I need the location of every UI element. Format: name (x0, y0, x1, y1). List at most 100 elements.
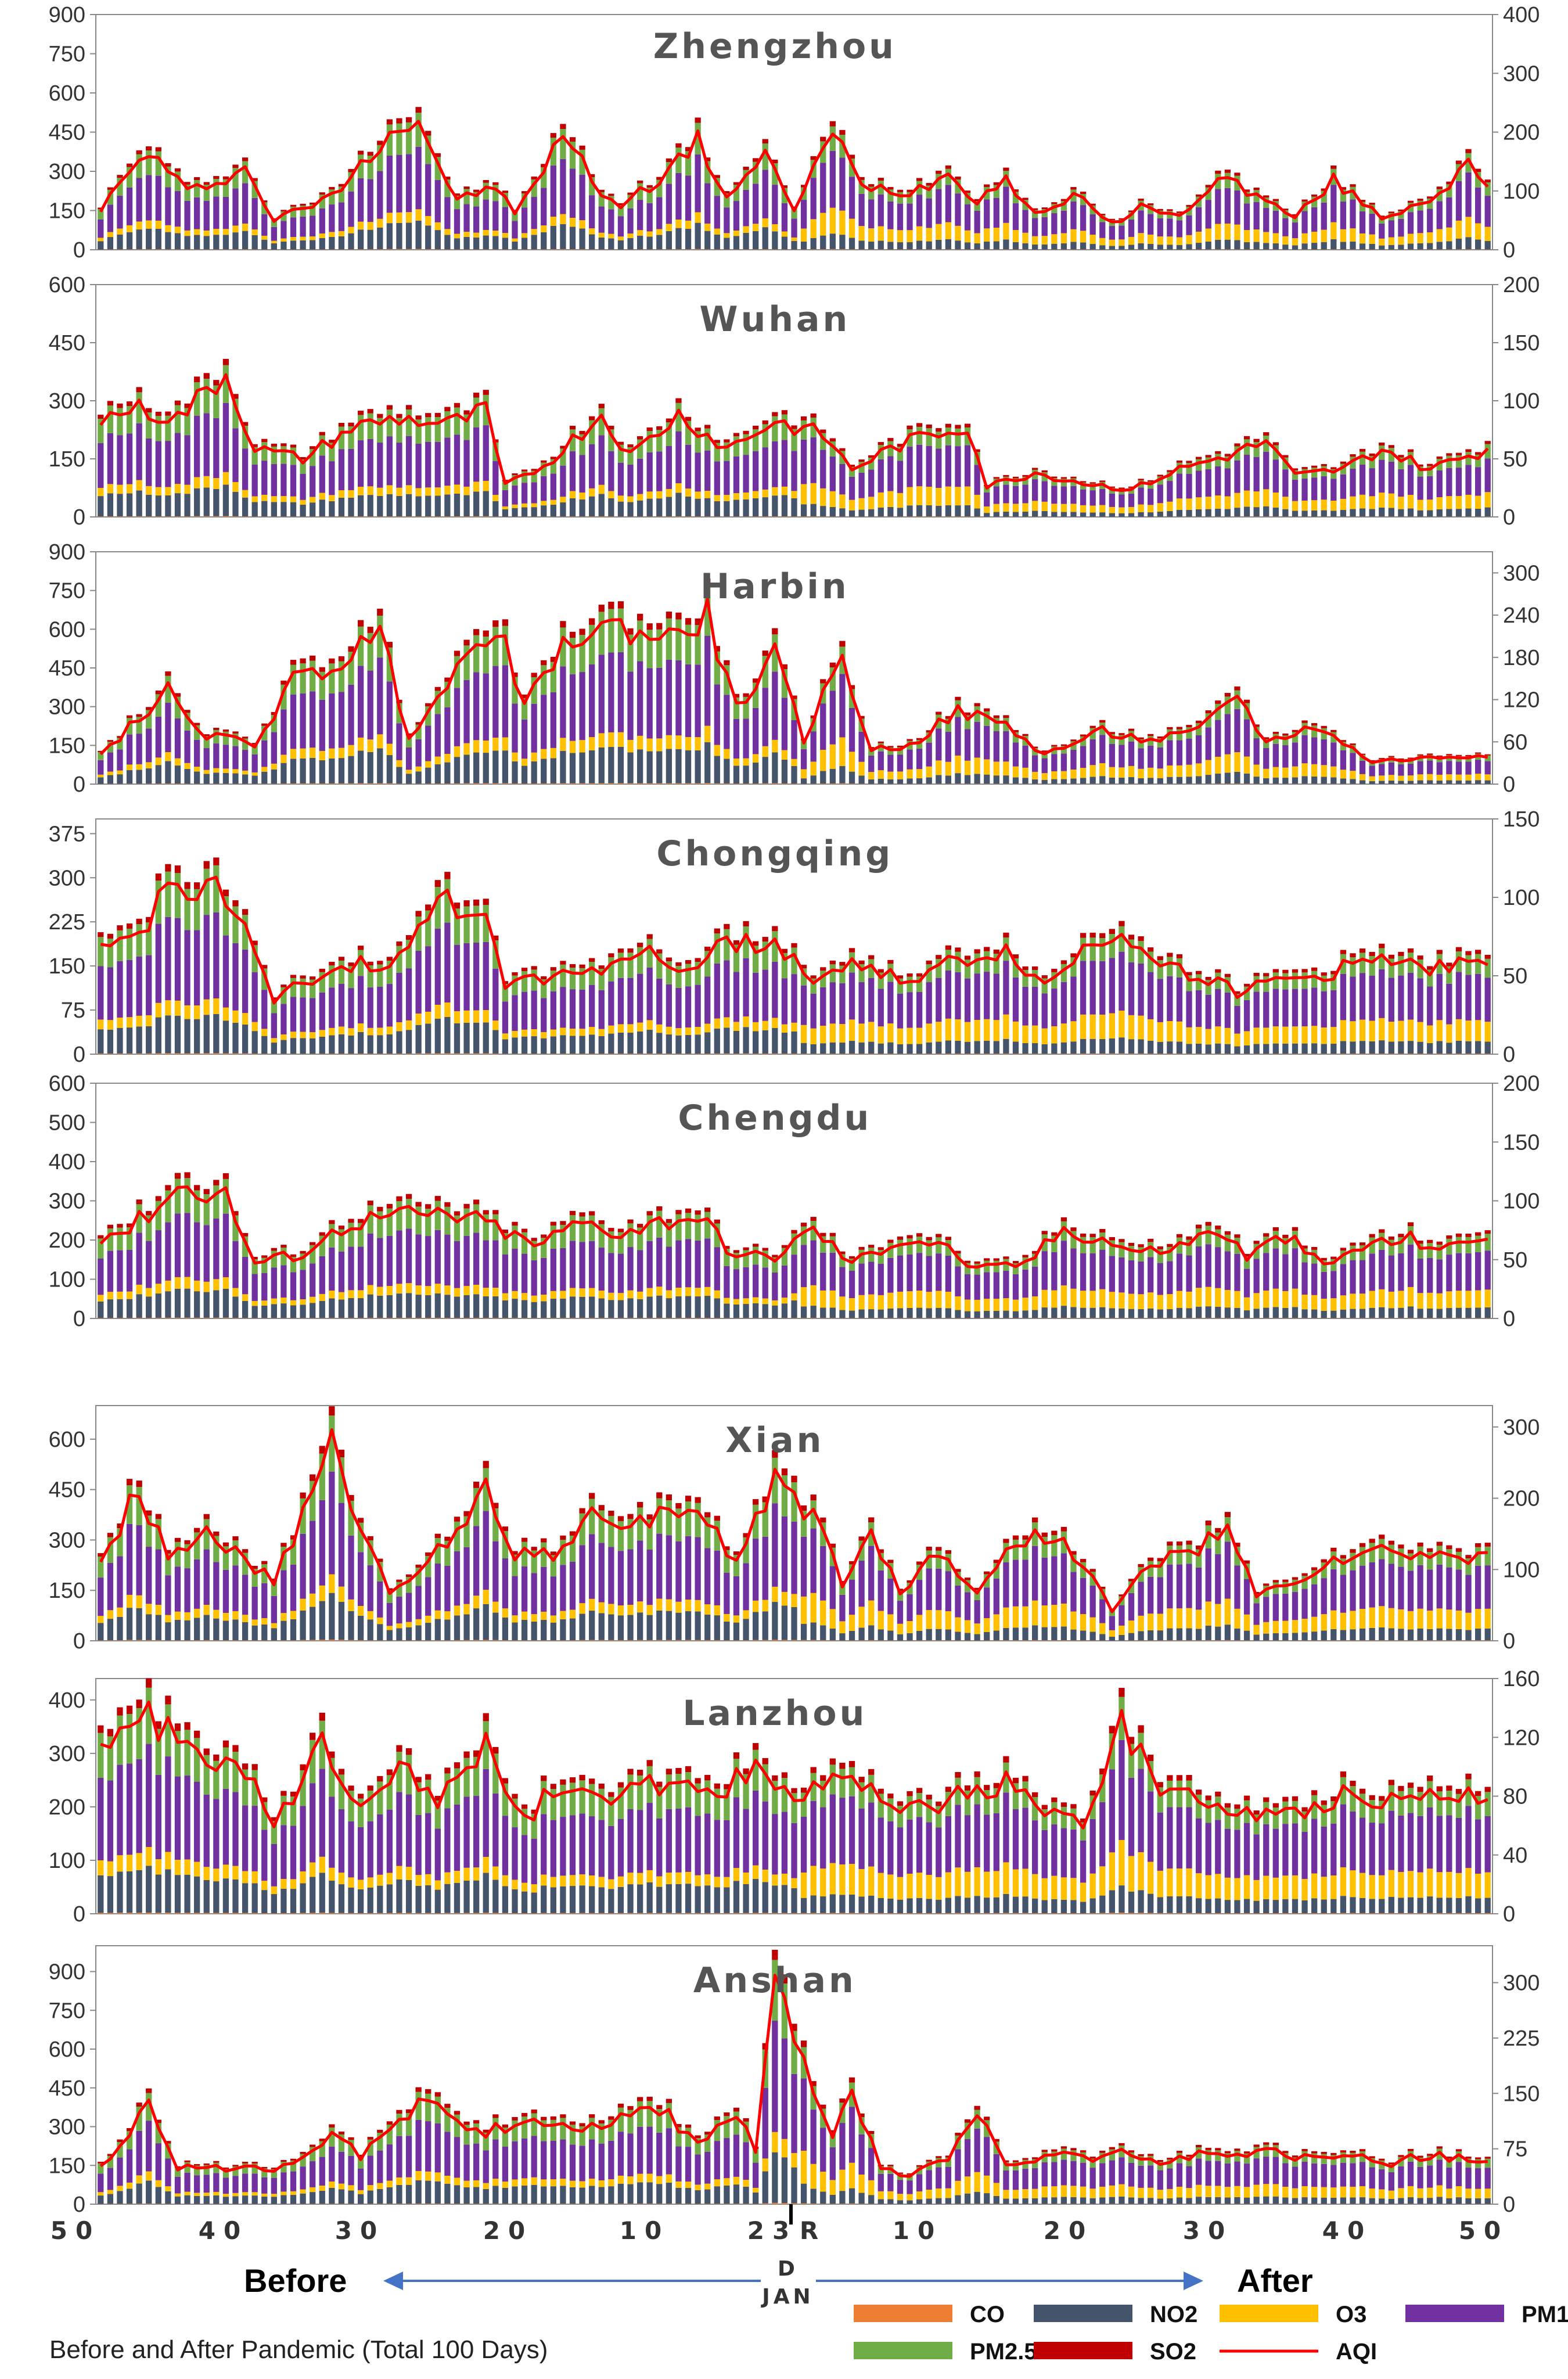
bar-segment-o3 (1186, 498, 1192, 510)
bar-segment-o3 (1263, 768, 1269, 778)
bar-segment-pm25 (357, 154, 364, 178)
bar-segment-no2 (1407, 1306, 1414, 1318)
bar-segment-so2 (184, 1172, 190, 1178)
bar-segment-o3 (772, 487, 778, 496)
bar-segment-no2 (146, 1026, 152, 1054)
bar-segment-o3 (242, 490, 249, 498)
bar-segment-o3 (598, 484, 605, 494)
bar-segment-o3 (714, 1290, 720, 1299)
bar-segment-no2 (695, 1296, 701, 1318)
bar-segment-pm10 (377, 657, 383, 735)
bar-segment-co (98, 516, 104, 517)
bar-segment-no2 (1148, 1308, 1154, 1318)
bar-segment-no2 (521, 1619, 528, 1641)
bar-segment-o3 (1484, 1022, 1491, 1042)
bar-segment-pm25 (858, 964, 865, 983)
bar-segment-so2 (1475, 752, 1481, 754)
bar-segment-so2 (877, 1549, 884, 1553)
bar-segment-pm25 (858, 1249, 865, 1264)
bar-segment-pm25 (434, 691, 441, 714)
bar-segment-pm25 (579, 635, 585, 673)
bar-segment-pm10 (1321, 202, 1327, 230)
bar-segment-co (810, 1640, 817, 1641)
bar-segment-pm10 (521, 1253, 528, 1293)
bar-segment-pm25 (184, 1178, 190, 1213)
bar-segment-co (222, 1640, 229, 1641)
bar-segment-pm25 (1167, 472, 1173, 481)
bar-segment-co (636, 516, 643, 517)
bar-segment-pm10 (1263, 208, 1269, 232)
bar-segment-pm25 (1475, 454, 1481, 468)
bar-segment-pm10 (521, 1566, 528, 1612)
bar-segment-no2 (936, 775, 942, 784)
bar-segment-no2 (877, 507, 884, 517)
bar-segment-pm10 (367, 987, 373, 1028)
bar-segment-no2 (117, 234, 123, 250)
bar-segment-no2 (820, 771, 826, 784)
bar-segment-so2 (261, 723, 268, 726)
bar-segment-pm25 (155, 881, 161, 924)
bar-segment-no2 (1176, 1041, 1183, 1054)
bar-segment-so2 (1215, 170, 1221, 174)
bar-segment-no2 (666, 1611, 672, 1640)
bar-segment-o3 (1484, 1289, 1491, 1307)
bar-segment-so2 (232, 1536, 239, 1541)
bar-segment-pm10 (772, 671, 778, 740)
bar-segment-pm10 (203, 200, 210, 231)
bar-segment-o3 (666, 488, 672, 497)
bar-segment-o3 (126, 225, 133, 232)
bar-segment-so2 (213, 176, 220, 179)
bar-segment-no2 (772, 1602, 778, 1640)
bar-segment-o3 (627, 496, 634, 502)
bar-segment-no2 (858, 1309, 865, 1318)
bar-segment-pm25 (964, 1263, 971, 1274)
bar-segment-no2 (1292, 1307, 1299, 1318)
bar-segment-o3 (502, 233, 509, 238)
bar-segment-co (213, 1640, 220, 1641)
bar-segment-pm25 (1330, 469, 1337, 479)
bar-segment-pm10 (242, 949, 249, 1014)
bar-segment-pm10 (184, 435, 190, 485)
bar-segment-no2 (993, 1041, 999, 1054)
bar-segment-pm10 (117, 961, 123, 1018)
bar-segment-no2 (589, 496, 595, 517)
bar-segment-so2 (136, 714, 142, 717)
bar-segment-so2 (1253, 724, 1260, 727)
bar-segment-so2 (877, 741, 884, 743)
bar-segment-o3 (704, 1023, 711, 1033)
bar-segment-so2 (463, 410, 470, 415)
bar-segment-no2 (550, 1299, 556, 1318)
bar-segment-pm25 (541, 462, 547, 476)
bar-segment-so2 (1272, 199, 1279, 202)
bar-segment-o3 (454, 1605, 461, 1616)
bar-segment-pm25 (1215, 703, 1221, 720)
bar-segment-o3 (386, 1026, 393, 1034)
bar-segment-o3 (675, 735, 682, 749)
bar-segment-pm10 (1157, 218, 1163, 237)
bar-segment-o3 (617, 495, 624, 502)
bar-segment-no2 (98, 777, 104, 784)
bar-segment-no2 (483, 1296, 489, 1318)
bar-segment-o3 (839, 1296, 846, 1310)
bar-segment-no2 (1167, 511, 1173, 517)
bar-segment-so2 (1321, 725, 1327, 728)
bar-segment-o3 (724, 233, 730, 238)
bar-segment-no2 (232, 1619, 239, 1641)
bar-segment-pm10 (251, 464, 258, 497)
bar-segment-pm10 (1157, 1263, 1163, 1295)
bar-segment-no2 (781, 1605, 788, 1640)
bar-segment-co (714, 1640, 720, 1641)
bar-segment-no2 (1195, 243, 1202, 250)
bar-segment-pm25 (1340, 1250, 1347, 1264)
bar-segment-pm25 (743, 434, 749, 455)
bar-segment-o3 (569, 741, 576, 753)
bar-segment-co (377, 783, 383, 784)
bar-segment-pm10 (936, 189, 942, 224)
bar-segment-no2 (1128, 245, 1135, 250)
bar-segment-pm10 (569, 1561, 576, 1610)
bar-segment-so2 (386, 405, 393, 410)
bar-segment-o3 (1330, 1298, 1337, 1311)
bar-segment-no2 (1301, 243, 1308, 250)
bar-segment-so2 (1060, 477, 1067, 479)
bar-segment-pm10 (897, 754, 904, 772)
